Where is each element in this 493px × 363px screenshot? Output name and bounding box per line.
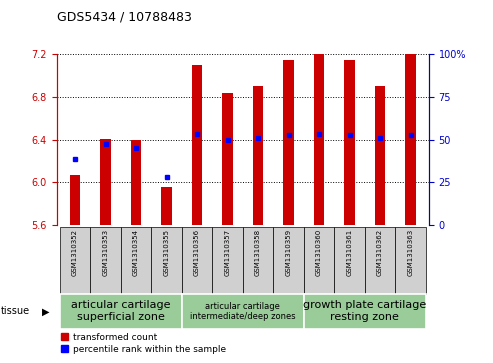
Bar bbox=[304, 294, 426, 329]
Text: growth plate cartilage
resting zone: growth plate cartilage resting zone bbox=[303, 301, 426, 322]
Bar bbox=[283, 60, 294, 225]
Bar bbox=[161, 187, 172, 225]
Text: GSM1310354: GSM1310354 bbox=[133, 229, 139, 276]
Bar bbox=[192, 65, 203, 225]
Bar bbox=[60, 294, 182, 329]
Text: GSM1310357: GSM1310357 bbox=[224, 229, 231, 276]
Bar bbox=[131, 140, 141, 225]
Bar bbox=[90, 227, 121, 294]
Bar bbox=[182, 227, 212, 294]
Bar bbox=[304, 227, 334, 294]
Bar bbox=[314, 54, 324, 225]
Bar bbox=[375, 86, 386, 225]
Text: tissue: tissue bbox=[1, 306, 30, 316]
Text: GSM1310355: GSM1310355 bbox=[164, 229, 170, 276]
Text: ▶: ▶ bbox=[42, 306, 50, 316]
Text: GSM1310358: GSM1310358 bbox=[255, 229, 261, 276]
Bar bbox=[395, 227, 426, 294]
Bar bbox=[273, 227, 304, 294]
Bar bbox=[222, 93, 233, 225]
Bar bbox=[253, 86, 263, 225]
Bar bbox=[70, 175, 80, 225]
Bar bbox=[334, 227, 365, 294]
Bar bbox=[405, 54, 416, 225]
Bar bbox=[60, 227, 90, 294]
Text: GSM1310361: GSM1310361 bbox=[347, 229, 352, 276]
Text: GSM1310360: GSM1310360 bbox=[316, 229, 322, 276]
Text: articular cartilage
superficial zone: articular cartilage superficial zone bbox=[71, 301, 171, 322]
Bar bbox=[100, 139, 111, 225]
Text: GSM1310353: GSM1310353 bbox=[103, 229, 108, 276]
Text: GDS5434 / 10788483: GDS5434 / 10788483 bbox=[57, 11, 192, 24]
Bar bbox=[243, 227, 273, 294]
Bar bbox=[365, 227, 395, 294]
Text: GSM1310352: GSM1310352 bbox=[72, 229, 78, 276]
Bar bbox=[121, 227, 151, 294]
Text: GSM1310363: GSM1310363 bbox=[408, 229, 414, 276]
Text: GSM1310356: GSM1310356 bbox=[194, 229, 200, 276]
Legend: transformed count, percentile rank within the sample: transformed count, percentile rank withi… bbox=[61, 333, 226, 354]
Text: articular cartilage
intermediate/deep zones: articular cartilage intermediate/deep zo… bbox=[190, 302, 296, 321]
Text: GSM1310359: GSM1310359 bbox=[285, 229, 291, 276]
Bar bbox=[182, 294, 304, 329]
Bar bbox=[151, 227, 182, 294]
Bar bbox=[212, 227, 243, 294]
Bar bbox=[344, 60, 355, 225]
Text: GSM1310362: GSM1310362 bbox=[377, 229, 383, 276]
